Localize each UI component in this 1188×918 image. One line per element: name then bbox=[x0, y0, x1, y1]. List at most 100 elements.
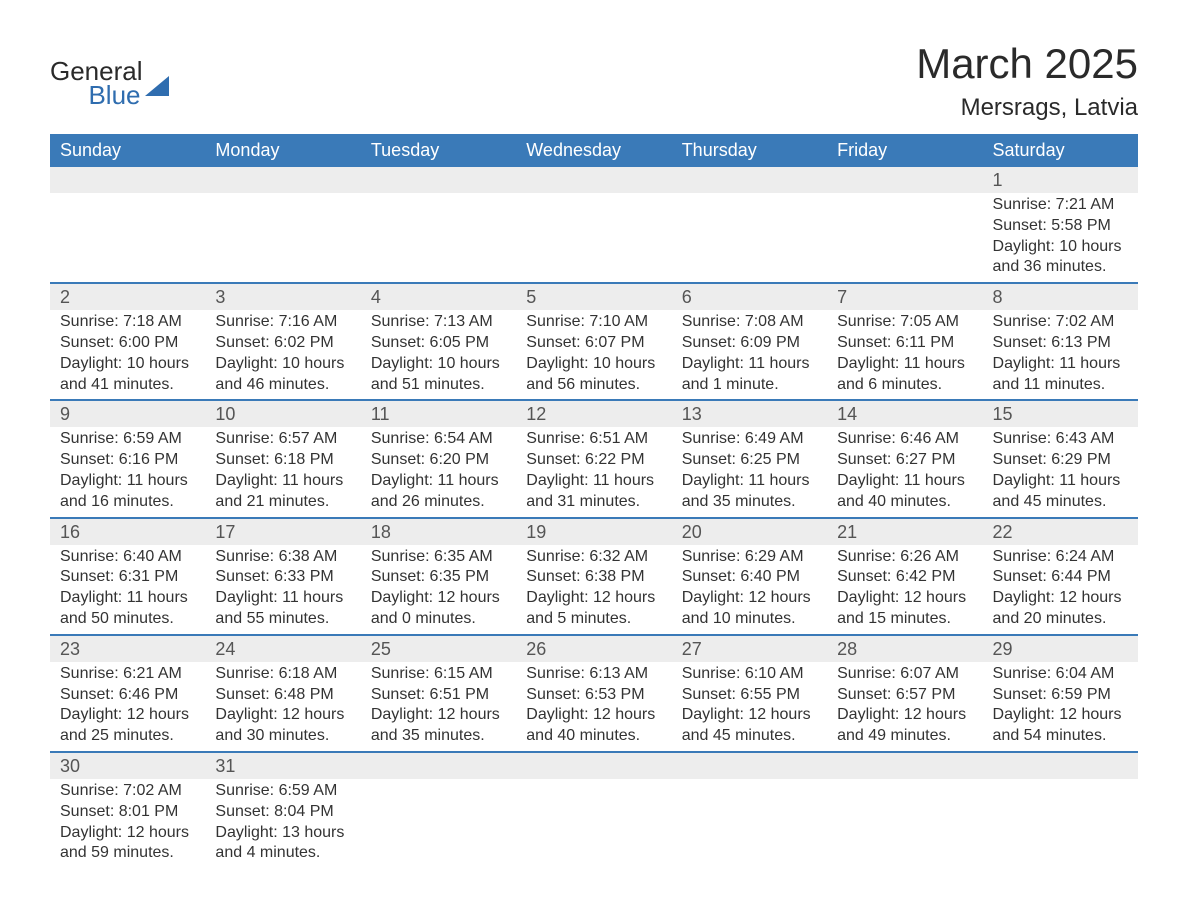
sunrise-text: Sunrise: 7:02 AM bbox=[60, 781, 195, 802]
calendar-daynum-cell: 8 bbox=[983, 283, 1138, 310]
daylight-text-1: Daylight: 10 hours bbox=[371, 354, 506, 375]
calendar-daynum-cell: 12 bbox=[516, 400, 671, 427]
weekday-header: Friday bbox=[827, 134, 982, 167]
daylight-text-2: and 45 minutes. bbox=[682, 726, 817, 747]
day-content: Sunrise: 6:59 AMSunset: 6:16 PMDaylight:… bbox=[50, 427, 205, 516]
weekday-header: Wednesday bbox=[516, 134, 671, 167]
calendar-content-cell: Sunrise: 6:07 AMSunset: 6:57 PMDaylight:… bbox=[827, 662, 982, 752]
day-content bbox=[672, 779, 827, 868]
daylight-text-2: and 21 minutes. bbox=[215, 492, 350, 513]
day-content: Sunrise: 6:04 AMSunset: 6:59 PMDaylight:… bbox=[983, 662, 1138, 751]
day-content: Sunrise: 6:46 AMSunset: 6:27 PMDaylight:… bbox=[827, 427, 982, 516]
sunrise-text: Sunrise: 6:15 AM bbox=[371, 664, 506, 685]
calendar-daynum-cell: 6 bbox=[672, 283, 827, 310]
daylight-text-1: Daylight: 12 hours bbox=[993, 588, 1128, 609]
calendar-content-cell: Sunrise: 6:46 AMSunset: 6:27 PMDaylight:… bbox=[827, 427, 982, 517]
calendar-daynum-cell bbox=[672, 167, 827, 193]
calendar-content-cell: Sunrise: 6:59 AMSunset: 8:04 PMDaylight:… bbox=[205, 779, 360, 868]
day-number: 19 bbox=[516, 519, 671, 545]
day-content bbox=[361, 193, 516, 282]
calendar-content-cell: Sunrise: 7:18 AMSunset: 6:00 PMDaylight:… bbox=[50, 310, 205, 400]
calendar-daynum-cell: 31 bbox=[205, 752, 360, 779]
day-content: Sunrise: 6:07 AMSunset: 6:57 PMDaylight:… bbox=[827, 662, 982, 751]
calendar-content-cell: Sunrise: 6:32 AMSunset: 6:38 PMDaylight:… bbox=[516, 545, 671, 635]
logo-text: General Blue bbox=[50, 58, 143, 108]
sunset-text: Sunset: 6:05 PM bbox=[371, 333, 506, 354]
sunrise-text: Sunrise: 7:08 AM bbox=[682, 312, 817, 333]
day-number bbox=[361, 167, 516, 193]
daylight-text-2: and 41 minutes. bbox=[60, 375, 195, 396]
daylight-text-1: Daylight: 12 hours bbox=[837, 588, 972, 609]
daylight-text-1: Daylight: 12 hours bbox=[993, 705, 1128, 726]
calendar-content-cell bbox=[516, 193, 671, 283]
daylight-text-2: and 40 minutes. bbox=[526, 726, 661, 747]
daylight-text-1: Daylight: 10 hours bbox=[993, 237, 1128, 258]
sunrise-text: Sunrise: 6:49 AM bbox=[682, 429, 817, 450]
calendar-daynum-cell: 10 bbox=[205, 400, 360, 427]
day-number: 13 bbox=[672, 401, 827, 427]
calendar-content-cell: Sunrise: 6:18 AMSunset: 6:48 PMDaylight:… bbox=[205, 662, 360, 752]
day-content bbox=[50, 193, 205, 282]
calendar-daynum-cell bbox=[361, 752, 516, 779]
calendar-daynum-row: 1 bbox=[50, 167, 1138, 193]
title-block: March 2025 Mersrags, Latvia bbox=[916, 40, 1138, 122]
day-number: 15 bbox=[983, 401, 1138, 427]
daylight-text-2: and 0 minutes. bbox=[371, 609, 506, 630]
calendar-daynum-cell: 28 bbox=[827, 635, 982, 662]
calendar-daynum-cell: 15 bbox=[983, 400, 1138, 427]
calendar-content-cell: Sunrise: 7:13 AMSunset: 6:05 PMDaylight:… bbox=[361, 310, 516, 400]
calendar-daynum-cell: 9 bbox=[50, 400, 205, 427]
sunset-text: Sunset: 6:00 PM bbox=[60, 333, 195, 354]
page-location: Mersrags, Latvia bbox=[916, 94, 1138, 122]
sunrise-text: Sunrise: 6:04 AM bbox=[993, 664, 1128, 685]
day-number bbox=[672, 167, 827, 193]
calendar-content-cell: Sunrise: 6:13 AMSunset: 6:53 PMDaylight:… bbox=[516, 662, 671, 752]
day-number bbox=[672, 753, 827, 779]
sunrise-text: Sunrise: 7:21 AM bbox=[993, 195, 1128, 216]
day-number: 3 bbox=[205, 284, 360, 310]
sunset-text: Sunset: 6:20 PM bbox=[371, 450, 506, 471]
daylight-text-1: Daylight: 11 hours bbox=[837, 471, 972, 492]
sunrise-text: Sunrise: 6:43 AM bbox=[993, 429, 1128, 450]
calendar-daynum-cell: 30 bbox=[50, 752, 205, 779]
daylight-text-1: Daylight: 12 hours bbox=[526, 705, 661, 726]
day-content: Sunrise: 7:21 AMSunset: 5:58 PMDaylight:… bbox=[983, 193, 1138, 282]
calendar-content-cell bbox=[827, 193, 982, 283]
calendar-daynum-cell: 26 bbox=[516, 635, 671, 662]
calendar-daynum-cell: 25 bbox=[361, 635, 516, 662]
calendar-daynum-cell: 29 bbox=[983, 635, 1138, 662]
day-content: Sunrise: 6:15 AMSunset: 6:51 PMDaylight:… bbox=[361, 662, 516, 751]
daylight-text-1: Daylight: 11 hours bbox=[60, 588, 195, 609]
sunset-text: Sunset: 6:16 PM bbox=[60, 450, 195, 471]
day-number bbox=[50, 167, 205, 193]
calendar-daynum-cell: 24 bbox=[205, 635, 360, 662]
daylight-text-2: and 1 minute. bbox=[682, 375, 817, 396]
sunrise-text: Sunrise: 6:35 AM bbox=[371, 547, 506, 568]
daylight-text-1: Daylight: 10 hours bbox=[526, 354, 661, 375]
calendar-daynum-cell: 14 bbox=[827, 400, 982, 427]
sunset-text: Sunset: 6:55 PM bbox=[682, 685, 817, 706]
calendar-daynum-cell: 16 bbox=[50, 518, 205, 545]
day-number: 22 bbox=[983, 519, 1138, 545]
day-number: 11 bbox=[361, 401, 516, 427]
calendar-content-cell: Sunrise: 7:16 AMSunset: 6:02 PMDaylight:… bbox=[205, 310, 360, 400]
day-content: Sunrise: 6:35 AMSunset: 6:35 PMDaylight:… bbox=[361, 545, 516, 634]
day-number: 4 bbox=[361, 284, 516, 310]
calendar-daynum-row: 9101112131415 bbox=[50, 400, 1138, 427]
sunset-text: Sunset: 6:18 PM bbox=[215, 450, 350, 471]
day-number: 24 bbox=[205, 636, 360, 662]
daylight-text-2: and 51 minutes. bbox=[371, 375, 506, 396]
day-number bbox=[827, 753, 982, 779]
calendar-daynum-row: 3031 bbox=[50, 752, 1138, 779]
sunset-text: Sunset: 6:38 PM bbox=[526, 567, 661, 588]
daylight-text-1: Daylight: 12 hours bbox=[371, 588, 506, 609]
day-number: 20 bbox=[672, 519, 827, 545]
calendar-content-row: Sunrise: 6:59 AMSunset: 6:16 PMDaylight:… bbox=[50, 427, 1138, 517]
sunset-text: Sunset: 6:53 PM bbox=[526, 685, 661, 706]
daylight-text-2: and 6 minutes. bbox=[837, 375, 972, 396]
calendar-content-cell: Sunrise: 6:24 AMSunset: 6:44 PMDaylight:… bbox=[983, 545, 1138, 635]
sunset-text: Sunset: 6:59 PM bbox=[993, 685, 1128, 706]
day-number: 1 bbox=[983, 167, 1138, 193]
sunrise-text: Sunrise: 6:38 AM bbox=[215, 547, 350, 568]
daylight-text-1: Daylight: 13 hours bbox=[215, 823, 350, 844]
